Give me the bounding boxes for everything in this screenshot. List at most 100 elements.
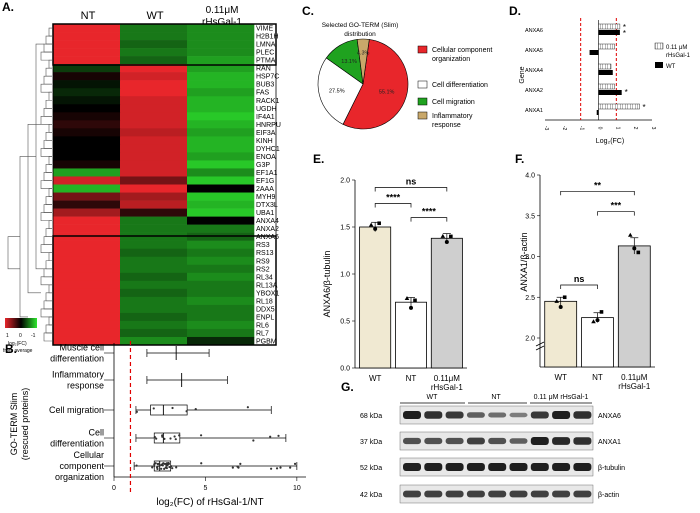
blot-band xyxy=(424,463,443,471)
blot-group-rhsgal: 0.11 μM rHsGal-1 xyxy=(534,394,589,401)
heatmap-cell xyxy=(120,264,188,274)
quant-sig-bracket xyxy=(374,187,448,192)
quant-group-label: WT xyxy=(369,374,382,383)
pie-panel: Selected GO-TERM (Slim) distribution 55.… xyxy=(317,22,492,130)
quant-point xyxy=(558,305,563,310)
quant-bar xyxy=(617,245,651,368)
blot-group-wt: WT xyxy=(427,394,439,401)
heatmap-cell xyxy=(187,328,255,338)
boxplot-point xyxy=(279,466,282,469)
blot-band xyxy=(466,437,485,445)
boxplot-point xyxy=(153,435,156,439)
boxplot-point xyxy=(158,464,161,468)
pie-legend-label: Inflammatory xyxy=(432,113,473,120)
blot-band xyxy=(488,490,507,498)
pie-legend-label: Cellular component xyxy=(432,47,492,54)
boxplot-panel: GO-TERM Slim (rescued proteins) Muscle c… xyxy=(9,341,306,508)
heatmap-cell xyxy=(187,120,255,129)
fc-x-tick-label: 1 xyxy=(614,127,620,130)
heatmap-cell xyxy=(53,264,121,274)
blot-band xyxy=(573,411,592,419)
boxplot-point xyxy=(246,406,249,409)
quant-y-tick-label: 3.0 xyxy=(525,254,535,261)
pie-legend: Cellular component organization Cell diffe… xyxy=(417,45,492,129)
fc-bar-wt xyxy=(598,30,620,35)
boxplot-point xyxy=(135,410,138,413)
heatmap-cell xyxy=(187,192,255,201)
heatmap-cell xyxy=(187,104,255,113)
pie-title-1: Selected GO-TERM (Slim) xyxy=(322,22,399,29)
heatmap-cell xyxy=(53,208,121,217)
quant-group-label: WT xyxy=(554,373,567,382)
heatmap-cell xyxy=(187,88,255,97)
quant-point xyxy=(636,250,641,255)
heatmap-cell xyxy=(53,72,121,81)
fc-significance-star: * xyxy=(623,23,626,32)
dendrogram-branch xyxy=(43,236,52,245)
heatmap-cell xyxy=(187,96,255,105)
boxplot-point xyxy=(153,464,156,468)
legend-label-1: log₂(FC) xyxy=(8,341,27,347)
heatmap-cell xyxy=(120,152,188,161)
dendrogram-branch xyxy=(45,196,52,205)
fc-xlabel: Log₂(FC) xyxy=(596,138,624,145)
panel-letter-e: E. xyxy=(313,152,324,166)
legend-tick-neg1: -1 xyxy=(31,333,36,339)
heatmap-cell xyxy=(187,56,255,65)
quant-sig-label: **** xyxy=(386,193,401,203)
quant-bar xyxy=(581,317,614,368)
heatmap-cell xyxy=(53,128,121,137)
heatmap-cell xyxy=(53,144,121,153)
quant-point xyxy=(368,222,374,227)
blot-band xyxy=(403,437,421,445)
quant-sig-label: **** xyxy=(422,207,437,217)
heatmap-cell xyxy=(53,48,121,57)
blot-band xyxy=(552,490,571,498)
anxa6-quant-panel: ANXA6/β-tubulin 0.0 0.5 1.0 1.5 2.0 WT NT 0.11μ… xyxy=(322,177,467,392)
quant-point xyxy=(449,234,453,239)
dendrogram-branch xyxy=(45,324,52,334)
blot-band xyxy=(509,412,528,418)
boxplot-point xyxy=(151,466,154,469)
boxplot-point xyxy=(270,467,273,470)
pie-legend-label: Cell differentiation xyxy=(432,82,488,89)
quant-point xyxy=(591,319,596,324)
anxa6-ylabel: ANXA6/β-tubulin xyxy=(322,251,332,318)
heatmap-cell xyxy=(53,232,121,241)
boxplot-category-label: response xyxy=(67,381,104,391)
heatmap-cell xyxy=(187,144,255,153)
quant-y-tick-label: 1.0 xyxy=(340,272,350,279)
blot-band xyxy=(488,412,507,418)
quant-y-tick-label: 1.5 xyxy=(340,225,350,232)
heatmap-cell xyxy=(120,248,188,258)
legend-label-2: from average xyxy=(3,348,33,354)
heatmap-cell xyxy=(187,240,255,249)
heatmap-cell xyxy=(120,328,188,338)
dendrogram-branch xyxy=(48,188,52,197)
boxplot-point xyxy=(167,462,170,465)
dendrogram-branch xyxy=(45,35,52,45)
boxplot-point xyxy=(165,464,168,467)
blot-band xyxy=(424,490,443,498)
panel-letter-c: C. xyxy=(302,4,314,18)
pie-percent-label: 4.3% xyxy=(357,51,370,57)
boxplot-point xyxy=(239,462,242,465)
heatmap-gene-label: RACK1 xyxy=(256,98,279,105)
blot-band xyxy=(552,463,571,471)
heatmap-cell xyxy=(120,176,188,185)
fc-x-tick-label: -1 xyxy=(579,126,585,131)
boxplot-point xyxy=(175,466,178,469)
heatmap-cell xyxy=(53,136,121,145)
boxplot-point xyxy=(169,437,172,440)
heatmap-gene-label: EF1A1 xyxy=(256,170,278,177)
quant-point xyxy=(595,318,600,323)
heatmap-gene-label: EIF3A xyxy=(256,130,276,137)
heatmap-cell xyxy=(187,312,255,322)
heatmap-cell xyxy=(53,336,121,346)
heatmap-gene-label: RL6 xyxy=(256,322,269,329)
heatmap-cell xyxy=(187,168,255,177)
heatmap-cell xyxy=(187,64,255,73)
heatmap-cell xyxy=(53,32,121,41)
boxplot-point xyxy=(163,462,166,466)
boxplot-point xyxy=(163,437,166,440)
